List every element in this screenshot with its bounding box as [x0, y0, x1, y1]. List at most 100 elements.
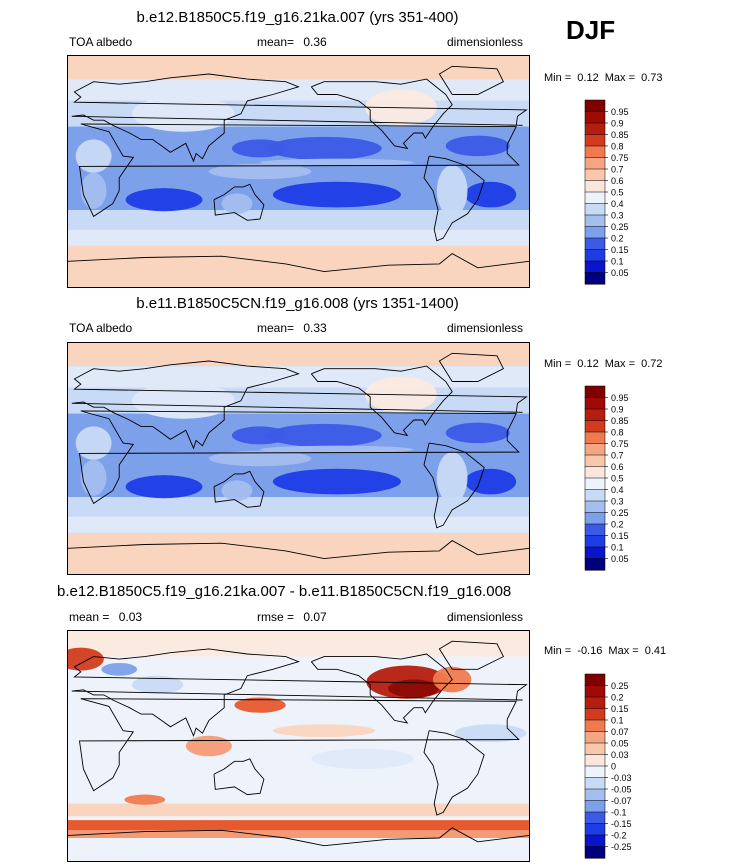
panel-2-field-region: [221, 480, 253, 501]
panel-3-field-region: [272, 724, 376, 738]
panel-2-title: b.e11.B1850C5CN.f19_g16.008 (yrs 1351-14…: [136, 295, 459, 312]
panel-3-mean-value: 0.03: [118, 610, 143, 624]
panel-2-field-region: [445, 422, 510, 444]
panel-1: b.e12.B1850C5.f19_g16.21ka.007 (yrs 351-…: [0, 0, 733, 290]
panel-3-colorbar-box: [584, 823, 606, 836]
panel-3-coastline: [438, 640, 505, 670]
panel-1-colorbar-label: 0.8: [611, 142, 624, 152]
panel-1-field-region: [125, 188, 203, 212]
panel-3-colorbar: 0.25 0.2 0.15 0.1 0.07 0.05 0.03 0 -0.03 -0.05 -0.…: [584, 673, 632, 859]
panel-3-field-region: [68, 830, 529, 838]
panel-2-colorbar-label: 0.5: [611, 474, 624, 484]
panel-3-field-region: [124, 794, 166, 805]
panel-3-colorbar-label: 0.2: [611, 693, 624, 703]
panel-2-coastline: [213, 470, 265, 508]
panel-1-colorbar-box: [584, 272, 606, 285]
panel-1-colorbar-label: 0.7: [611, 165, 624, 175]
panel-2-mean-value: 0.33: [303, 321, 327, 335]
panel-3-title: b.e12.B1850C5.f19_g16.21ka.007 - b.e11.B…: [57, 583, 512, 600]
panel-3-colorbar-label: 0.1: [611, 716, 624, 726]
panel-3-colorbar-box: [584, 742, 606, 756]
panel-2-field-region: [68, 516, 529, 533]
panel-2-minmax: Min = 0.12 Max = 0.72: [544, 358, 666, 370]
panel-1-colorbar-label: 0.2: [611, 234, 624, 244]
panel-2-mean-label: mean=: [257, 321, 295, 335]
panel-2-coastline: [423, 442, 485, 529]
panel-1-max-value: 0.73: [641, 72, 663, 84]
season-label: DJF: [566, 15, 616, 45]
panel-2-colorbar-label: 0.25: [611, 508, 629, 518]
panel-3-colorbar-label: -0.03: [611, 773, 632, 783]
panel-1-colorbar-label: 0.85: [611, 130, 629, 140]
panel-2-colorbar: 0.95 0.9 0.85 0.8 0.75 0.7 0.6 0.5 0.4 0.3 0.25 0.2…: [584, 385, 629, 571]
panel-1-min-label: Min =: [544, 72, 572, 84]
panel-2-colorbar-label: 0.2: [611, 520, 624, 530]
panel-3-colorbar-label: 0.25: [611, 681, 629, 691]
panel-1-colorbar-label: 0.25: [611, 222, 629, 232]
panel-2-coastline: [438, 352, 505, 382]
panel-1-field-region: [75, 139, 112, 173]
panel-1-field-region: [464, 181, 517, 208]
panel-1-colorbar-label: 0.95: [611, 107, 629, 117]
panel-2: b.e11.B1850C5CN.f19_g16.008 (yrs 1351-14…: [67, 295, 666, 575]
panel-1-field-region: [68, 56, 529, 80]
panel-3-rmse: rmse = 0.07: [257, 610, 327, 624]
panel-3-colorbar-box: [584, 834, 606, 848]
panel-3-colorbar-svg: 0.250.20.150.10.070.050.030-0.03-0.05-0.…: [584, 673, 632, 859]
panel-1-colorbar-label: 0.3: [611, 211, 624, 221]
panel-3-field-region: [68, 820, 529, 831]
panel-3-field-region: [68, 631, 529, 657]
panel-1-title: b.e12.B1850C5.f19_g16.21ka.007 (yrs 351-…: [136, 9, 459, 26]
panel-3-colorbar-label: -0.15: [611, 819, 632, 829]
panel-2-colorbar-label: 0.3: [611, 497, 624, 507]
panel-3-map: [67, 630, 530, 862]
panel-2-field-region: [68, 343, 529, 367]
panel-3-colorbar-box: [584, 719, 606, 733]
panel-1-field-region: [231, 139, 289, 158]
panel-1-coastline: [423, 155, 485, 242]
panel-2-colorbar-label: 0.15: [611, 531, 629, 541]
panel-3-colorbar-label: -0.1: [611, 808, 627, 818]
panel-2-units: dimensionless: [447, 321, 524, 335]
panel-3-field-region: [311, 748, 414, 769]
panel-1-minmax: Min = 0.12 Max = 0.73: [544, 72, 666, 84]
panel-3-coastline: [71, 648, 528, 738]
panel-1-field-region: [436, 165, 468, 217]
panel-3-colorbar-label: -0.25: [611, 842, 632, 852]
panel-1-field-region: [208, 163, 312, 180]
panel-3-field-region: [234, 697, 286, 713]
panel-3-coastline: [423, 730, 485, 816]
panel-3-colorbar-box: [584, 696, 606, 710]
panel-2-colorbar-box: [584, 558, 606, 571]
panel-3-field-region: [68, 647, 104, 671]
panel-2-colorbar-label: 0.7: [611, 451, 624, 461]
panel-2-colorbar-label: 0.85: [611, 416, 629, 426]
panel-1-colorbar-label: 0.4: [611, 199, 624, 209]
panel-1-mean: mean= 0.36: [257, 35, 327, 49]
panel-3-coastline: [78, 698, 520, 792]
panel-2-colorbar-label: 0.8: [611, 428, 624, 438]
panel-1-max-label: Max =: [604, 72, 636, 84]
panel-2-map-svg: [68, 343, 529, 574]
panel-2-field-region: [272, 468, 401, 495]
panel-3-colorbar-box: [584, 800, 606, 813]
panel-3-colorbar-box: [584, 731, 606, 744]
panel-2-max-value: 0.72: [641, 358, 663, 370]
panel-3-colorbar-box: [584, 685, 606, 698]
panel-2-field-region: [464, 468, 517, 495]
panel-3-coastline: [68, 827, 529, 847]
panel-3-field-region: [68, 803, 529, 817]
panel-3-field-region: [101, 662, 138, 676]
panel-3-min-label: Min =: [544, 645, 572, 657]
panel-2-field-region: [80, 459, 107, 496]
panel-2-field-region: [125, 475, 203, 499]
panel-2-colorbar-label: 0.9: [611, 405, 624, 415]
panel-1-field-region: [68, 229, 529, 246]
panel-3-units: dimensionless: [447, 610, 524, 624]
panel-2-colorbar-label: 0.75: [611, 439, 629, 449]
panel-2-field-region: [231, 426, 289, 445]
panel-2-variable: TOA albedo: [69, 321, 133, 335]
panel-1-colorbar: 0.95 0.9 0.85 0.8 0.75 0.7 0.6 0.5 0.4 0.3 0.25 0.2…: [584, 99, 629, 285]
panel-1-field-region: [221, 193, 253, 214]
